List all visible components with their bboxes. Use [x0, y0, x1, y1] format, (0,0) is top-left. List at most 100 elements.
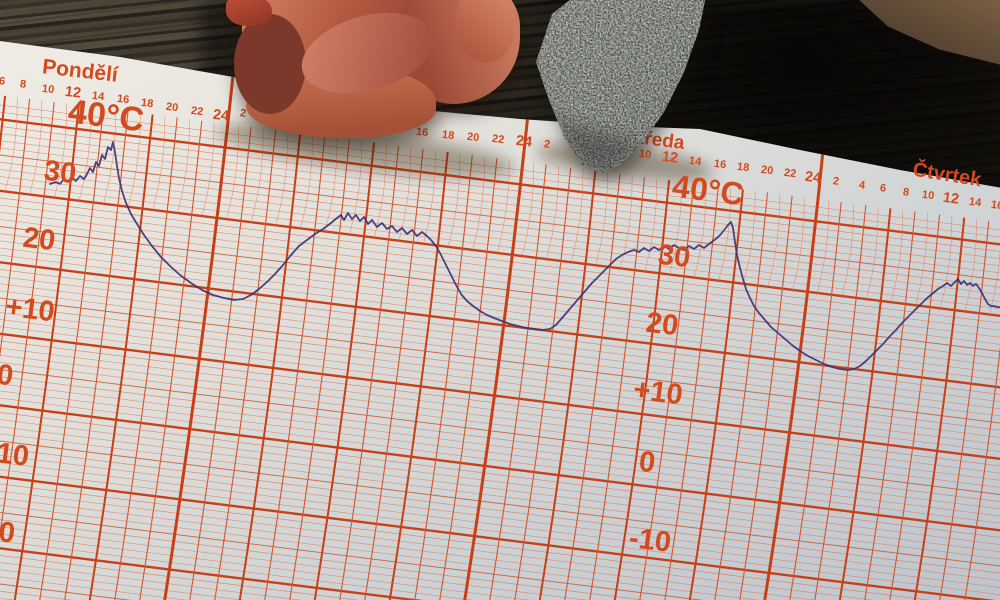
- grid-h-line: [0, 239, 1000, 368]
- grid-v-line: [0, 101, 55, 600]
- grid-h-line: [0, 360, 1000, 490]
- grid-v-line: [187, 126, 252, 600]
- grid-v-line: [152, 116, 166, 212]
- grid-h-line: [0, 217, 1000, 347]
- grid-h-line: [0, 196, 1000, 325]
- grid-h-line: [0, 575, 1000, 600]
- grid-v-line: [487, 164, 547, 600]
- grid-h-line: [0, 353, 1000, 483]
- grid-v-line: [890, 209, 903, 305]
- grid-h-line: [0, 188, 1000, 319]
- grid-v-line: [37, 108, 104, 600]
- grid-h-line: [0, 560, 1000, 600]
- grid-h-line: [0, 246, 1000, 375]
- grid-h-line: [0, 274, 1000, 404]
- grid-v-line: [262, 136, 326, 600]
- grid-v-line: [176, 119, 190, 215]
- grid-h-line: [0, 439, 1000, 569]
- grid-h-line: [0, 181, 1000, 311]
- grid-v-line: [791, 197, 805, 293]
- grid-v-line: [137, 120, 203, 600]
- grid-v-line: [612, 180, 671, 600]
- grid-h-line: [0, 496, 1000, 600]
- grid-v-line: [212, 130, 277, 600]
- grid-v-line: [712, 192, 769, 600]
- grid-v-line: [4, 97, 18, 193]
- grid-v-line: [437, 158, 498, 600]
- grid-h-line: [0, 224, 1000, 354]
- grid-v-line: [570, 169, 584, 265]
- grid-v-line: [717, 187, 731, 284]
- grid-h-line: [0, 267, 1000, 397]
- grid-v-line: [668, 181, 682, 277]
- grid-v-line: [737, 195, 793, 600]
- grid-v-line: [103, 109, 116, 205]
- grid-h-line: [0, 253, 1000, 382]
- grid-v-line: [412, 155, 473, 600]
- grid-h-line: [0, 525, 1000, 600]
- grid-v-line: [939, 216, 953, 312]
- grid-h-line: [0, 174, 1000, 304]
- grid-v-line: [887, 214, 941, 600]
- grid-h-line: [0, 167, 1000, 297]
- grid-h-line: [0, 324, 1000, 454]
- grid-h-line: [0, 517, 1000, 600]
- grid-v-line: [742, 191, 756, 287]
- grid-v-line: [337, 145, 400, 600]
- grid-v-line: [812, 205, 867, 600]
- grid-v-line: [127, 112, 141, 209]
- grid-v-line: [912, 217, 966, 600]
- grid-v-line: [537, 170, 597, 600]
- grid-v-line: [767, 194, 781, 290]
- grid-h-line: [0, 532, 1000, 600]
- grid-h-line: [0, 331, 1000, 462]
- grid-h-line: [0, 124, 1000, 254]
- grid-h-line: [0, 545, 1000, 600]
- grid-h-line: [0, 153, 1000, 283]
- grid-v-line: [312, 142, 375, 600]
- grid-v-line: [594, 172, 608, 268]
- day-boundary-line: [461, 103, 531, 600]
- grid-v-line: [362, 148, 424, 600]
- grid-h-line: [0, 339, 1000, 468]
- grid-v-line: [988, 222, 1000, 318]
- grid-v-line: [587, 176, 646, 600]
- grid-v-line: [865, 206, 879, 302]
- grid-h-line: [0, 417, 1000, 547]
- grid-h-line: [0, 367, 1000, 497]
- day-boundary-line: [761, 145, 826, 600]
- grid-h-line: [0, 317, 1000, 447]
- grid-v-line: [862, 211, 916, 600]
- grid-v-line: [112, 117, 178, 600]
- grid-v-line: [662, 186, 719, 600]
- grid-v-line: [387, 151, 449, 600]
- grid-h-line: [0, 553, 1000, 600]
- grid-v-line: [78, 106, 92, 202]
- grid-h-line: [0, 303, 1000, 432]
- grid-v-line: [816, 200, 830, 296]
- grid-h-line: [0, 446, 1000, 575]
- grid-h-line: [0, 116, 1000, 247]
- grid-v-line: [87, 114, 154, 600]
- grid-h-line: [0, 410, 1000, 540]
- grid-v-line: [637, 183, 695, 600]
- grid-h-line: [0, 346, 1000, 475]
- grid-h-line: [0, 382, 1000, 511]
- grid-v-line: [840, 203, 854, 299]
- grid-h-line: [0, 146, 1000, 275]
- grid-h-line: [0, 160, 1000, 289]
- grid-h-line: [0, 402, 1000, 533]
- grid-v-line: [962, 223, 1000, 600]
- grid-v-line: [562, 173, 621, 600]
- grid-v-line: [963, 219, 977, 315]
- grid-v-line: [521, 162, 535, 259]
- grid-h-line: [0, 131, 1000, 261]
- grid-v-line: [53, 103, 67, 199]
- grid-v-line: [937, 220, 990, 600]
- grid-v-line: [29, 100, 43, 196]
- grid-v-line: [62, 111, 129, 600]
- grid-h-line: [0, 503, 1000, 600]
- grid-v-line: [201, 122, 215, 218]
- grid-h-line: [0, 389, 1000, 518]
